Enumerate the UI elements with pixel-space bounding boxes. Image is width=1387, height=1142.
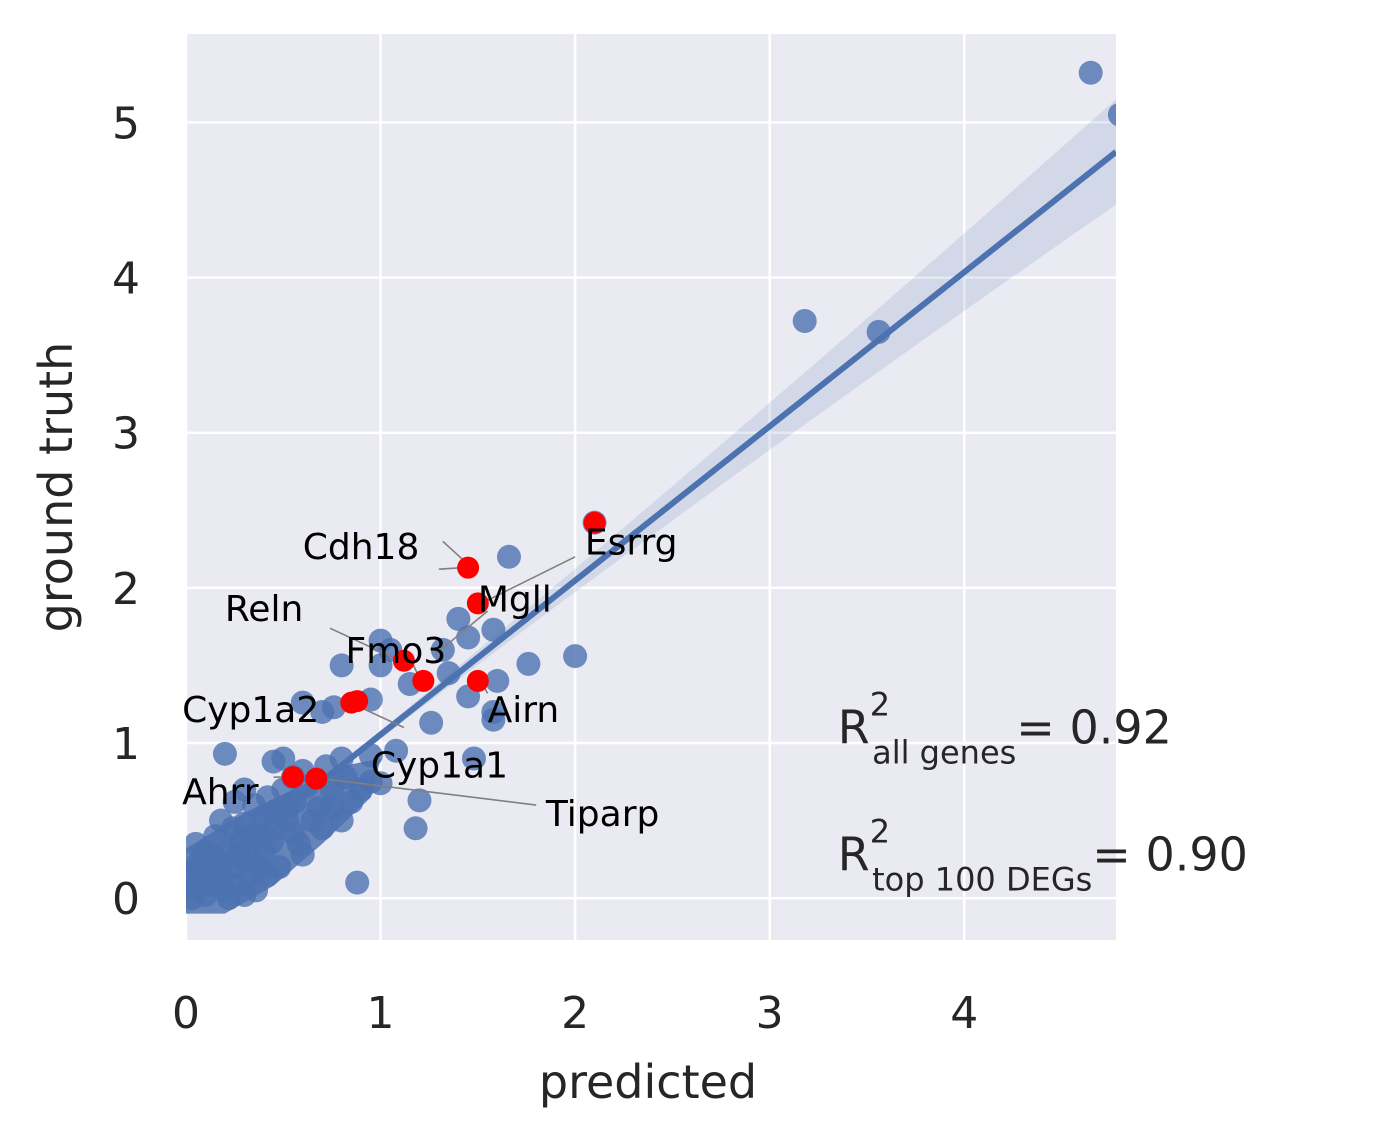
y-tick-label-3: 3 <box>112 409 140 460</box>
r-squared-superscript: 2 <box>870 685 890 723</box>
data-point-21 <box>481 707 506 732</box>
data-point-103 <box>281 820 306 845</box>
data-point-101 <box>259 830 284 855</box>
data-point-10 <box>456 625 481 650</box>
data-point-15 <box>329 653 354 678</box>
x-tick-labels: 0 1 2 3 4 <box>172 988 978 1039</box>
leader-line-3 <box>434 610 489 656</box>
data-point-22 <box>419 710 444 735</box>
highlight-point-reln <box>392 649 415 672</box>
data-point-34 <box>271 746 296 771</box>
gene-label-reln: Reln <box>225 589 303 630</box>
r-squared-annotation-0: R2 all genes= 0.92 <box>838 685 1172 771</box>
y-tick-labels: 0 1 2 3 4 5 <box>112 98 140 925</box>
highlight-point-esrrg <box>583 511 606 534</box>
data-point-1 <box>1107 103 1116 127</box>
highlight-point-airn <box>466 669 489 692</box>
data-point-7 <box>516 651 541 676</box>
data-point-89 <box>339 789 364 814</box>
r-squared-symbol: R <box>838 828 870 882</box>
gene-label-tiparp: Tiparp <box>545 794 659 835</box>
leader-line-2 <box>487 556 576 601</box>
y-tick-label-4: 4 <box>112 254 140 305</box>
y-tick-label-2: 2 <box>112 564 140 615</box>
y-tick-label-1: 1 <box>112 719 140 770</box>
data-point-19 <box>485 668 510 693</box>
highlight-point-cyp1a1 <box>340 691 363 714</box>
data-point-44 <box>345 870 370 895</box>
data-point-9 <box>481 617 506 642</box>
gene-labels-layer: Cdh18 Esrrg Mgll Reln Fmo3 Airn Cyp1a2 Cyp1a1 Ah… <box>182 522 677 834</box>
r-squared-symbol: R <box>838 700 870 754</box>
r-squared-subscript: all genes <box>872 733 1016 771</box>
data-point-51 <box>310 816 335 841</box>
highlight-point-tiparp <box>305 767 328 790</box>
data-point-5 <box>496 544 521 569</box>
gene-label-ahrr: Ahrr <box>182 772 259 813</box>
data-point-90 <box>358 769 383 794</box>
x-tick-label-2: 2 <box>561 988 589 1039</box>
y-tick-label-5: 5 <box>112 98 140 149</box>
data-point-91 <box>333 765 358 790</box>
r-squared-subscript: top 100 DEGs <box>872 861 1092 899</box>
gene-label-cdh18: Cdh18 <box>303 527 420 568</box>
data-point-26 <box>321 695 346 720</box>
r-squared-annotation-1: R2 top 100 DEGs= 0.90 <box>838 813 1248 899</box>
y-tick-label-0: 0 <box>112 874 140 925</box>
data-point-35 <box>212 741 237 766</box>
data-point-2 <box>792 309 817 334</box>
data-point-8 <box>446 606 471 631</box>
data-point-88 <box>319 796 344 821</box>
r-squared-value: = 0.90 <box>1092 828 1248 882</box>
data-point-37 <box>403 816 428 841</box>
data-point-93 <box>220 816 245 841</box>
x-tick-label-3: 3 <box>756 988 784 1039</box>
highlight-point-mgll <box>466 592 489 615</box>
x-tick-label-4: 4 <box>950 988 978 1039</box>
highlight-point-ahrr <box>282 766 305 789</box>
x-tick-label-0: 0 <box>172 988 200 1039</box>
data-point-46 <box>222 789 247 814</box>
data-point-55 <box>290 842 315 867</box>
regression-line <box>186 149 1116 892</box>
data-point-25 <box>290 690 315 715</box>
data-point-36 <box>407 788 432 813</box>
gene-label-cyp1a2: Cyp1a2 <box>182 690 319 731</box>
x-tick-label-1: 1 <box>367 988 395 1039</box>
gene-label-mgll: Mgll <box>478 580 552 621</box>
highlight-point-cdh18 <box>457 556 480 579</box>
data-point-28 <box>384 738 409 763</box>
leader-line-10 <box>322 777 537 806</box>
leader-line-4 <box>329 627 401 662</box>
highlight-point-fmo3 <box>412 669 435 692</box>
r-squared-superscript: 2 <box>870 813 890 851</box>
r-squared-value: = 0.92 <box>1016 700 1172 754</box>
regression-line-layer <box>186 149 1116 892</box>
data-point-78 <box>244 878 269 903</box>
x-axis-label: predicted <box>539 1055 757 1109</box>
data-point-0 <box>1078 60 1103 85</box>
highlighted-points-layer <box>282 511 606 790</box>
data-point-102 <box>247 855 272 880</box>
gene-label-fmo3: Fmo3 <box>346 631 447 672</box>
data-point-14 <box>368 653 393 678</box>
gene-label-esrrg: Esrrg <box>585 522 678 563</box>
gene-label-cyp1a1: Cyp1a1 <box>371 746 508 787</box>
data-point-6 <box>563 644 588 669</box>
y-axis-label: ground truth <box>29 342 83 633</box>
gene-label-airn: Airn <box>488 690 560 731</box>
data-point-27 <box>461 746 486 771</box>
